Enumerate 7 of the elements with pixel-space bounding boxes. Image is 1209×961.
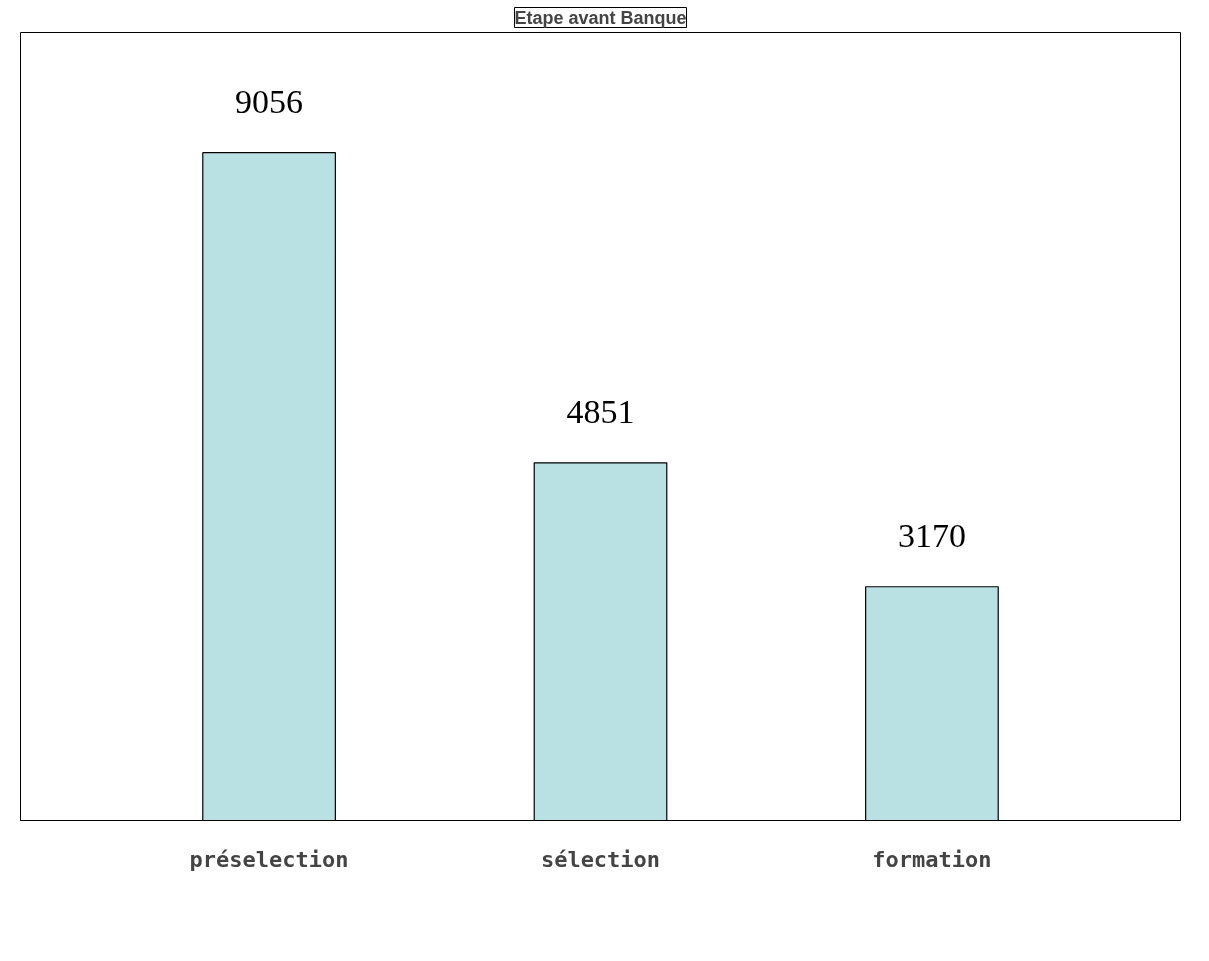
data-label: 3170 bbox=[897, 516, 966, 554]
x-tick-label: sélection bbox=[540, 846, 661, 872]
x-tick-label: préselection bbox=[189, 846, 349, 872]
data-label: 4851 bbox=[566, 392, 635, 430]
x-tick-label: formation bbox=[872, 846, 992, 872]
chart-title: Etape avant Banque bbox=[514, 7, 687, 28]
data-label: 9056 bbox=[235, 82, 304, 120]
